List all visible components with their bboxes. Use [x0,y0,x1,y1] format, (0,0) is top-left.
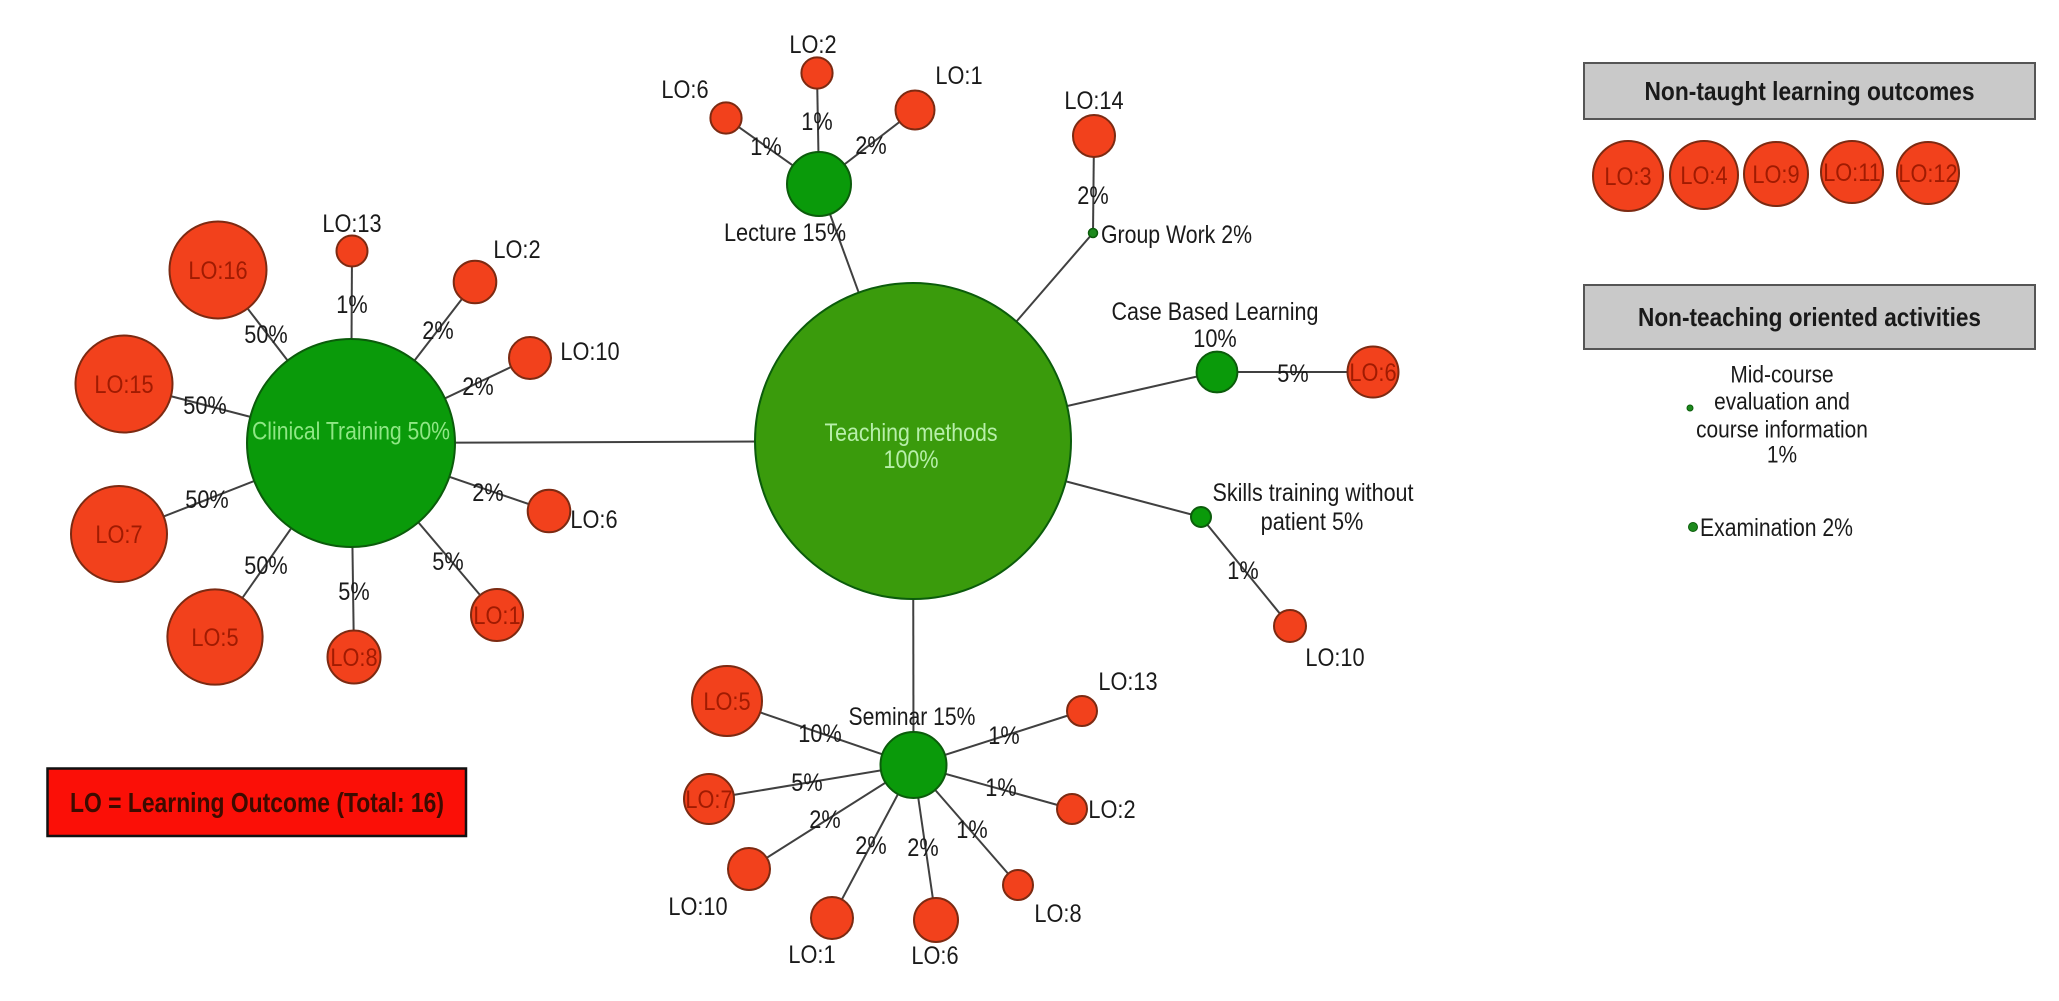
svg-text:Examination 2%: Examination 2% [1700,514,1853,542]
svg-text:LO:14: LO:14 [1064,87,1123,115]
svg-text:2%: 2% [462,373,493,401]
svg-text:Lecture 15%: Lecture 15% [724,219,846,247]
svg-text:LO:15: LO:15 [94,371,153,399]
svg-text:1%: 1% [1767,442,1797,469]
svg-text:1%: 1% [750,133,781,161]
svg-text:2%: 2% [907,834,938,862]
svg-text:1%: 1% [985,774,1016,802]
svg-text:10%: 10% [798,720,842,748]
svg-text:LO:6: LO:6 [661,76,708,104]
svg-text:LO:1: LO:1 [788,941,835,969]
svg-text:1%: 1% [988,722,1019,750]
svg-text:patient 5%: patient 5% [1261,508,1364,536]
svg-text:LO:3: LO:3 [1604,163,1651,191]
svg-text:LO:7: LO:7 [685,786,732,814]
svg-text:LO = Learning Outcome (Total:: LO = Learning Outcome (Total: 16) [70,787,444,818]
svg-text:LO:10: LO:10 [668,893,727,921]
svg-text:LO:6: LO:6 [1349,359,1396,387]
svg-text:LO:4: LO:4 [1680,162,1727,190]
svg-text:LO:11: LO:11 [1823,159,1881,187]
svg-text:1%: 1% [1227,557,1258,585]
svg-text:1%: 1% [336,291,367,319]
svg-text:5%: 5% [432,548,463,576]
svg-text:LO:9: LO:9 [1752,161,1799,189]
svg-text:Teaching methods: Teaching methods [825,419,998,447]
svg-text:LO:12: LO:12 [1898,160,1957,188]
svg-text:LO:8: LO:8 [1034,900,1081,928]
svg-text:Case Based Learning: Case Based Learning [1112,298,1319,326]
svg-text:LO:10: LO:10 [1305,644,1364,672]
svg-text:LO:1: LO:1 [473,602,520,630]
svg-text:100%: 100% [884,446,939,474]
svg-text:LO:2: LO:2 [789,31,836,59]
svg-text:10%: 10% [1193,325,1237,353]
svg-text:2%: 2% [472,479,503,507]
svg-text:LO:5: LO:5 [191,624,238,652]
svg-text:Mid-course: Mid-course [1730,362,1833,389]
svg-text:LO:8: LO:8 [330,644,377,672]
svg-text:LO:13: LO:13 [1098,668,1157,696]
svg-text:Clinical Training 50%: Clinical Training 50% [252,418,450,446]
svg-text:LO:6: LO:6 [570,506,617,534]
svg-text:course information: course information [1696,417,1868,444]
svg-text:LO:6: LO:6 [911,942,958,970]
svg-text:LO:10: LO:10 [560,338,619,366]
svg-text:Group Work 2%: Group Work 2% [1101,221,1252,249]
svg-text:2%: 2% [855,832,886,860]
svg-text:1%: 1% [956,816,987,844]
svg-text:LO:2: LO:2 [1088,796,1135,824]
svg-text:2%: 2% [422,317,453,345]
svg-text:LO:13: LO:13 [322,210,381,238]
svg-text:2%: 2% [855,132,886,160]
svg-text:Non-teaching oriented activiti: Non-teaching oriented activities [1638,302,1981,332]
svg-text:LO:2: LO:2 [493,236,540,264]
svg-text:5%: 5% [338,578,369,606]
svg-text:50%: 50% [244,321,288,349]
svg-text:50%: 50% [183,392,227,420]
svg-text:50%: 50% [244,552,288,580]
svg-text:2%: 2% [1077,182,1108,210]
svg-text:Skills training without: Skills training without [1213,479,1414,507]
svg-text:5%: 5% [791,769,822,797]
svg-text:2%: 2% [809,806,840,834]
svg-text:LO:7: LO:7 [95,521,142,549]
svg-text:Seminar 15%: Seminar 15% [849,703,976,731]
svg-text:LO:5: LO:5 [703,688,750,716]
svg-text:LO:16: LO:16 [188,257,247,285]
svg-text:50%: 50% [185,486,229,514]
svg-text:Non-taught learning outcomes: Non-taught learning outcomes [1645,76,1975,106]
svg-text:1%: 1% [801,108,832,136]
svg-text:5%: 5% [1277,360,1308,388]
svg-text:evaluation and: evaluation and [1714,389,1850,416]
svg-text:LO:1: LO:1 [935,62,982,90]
